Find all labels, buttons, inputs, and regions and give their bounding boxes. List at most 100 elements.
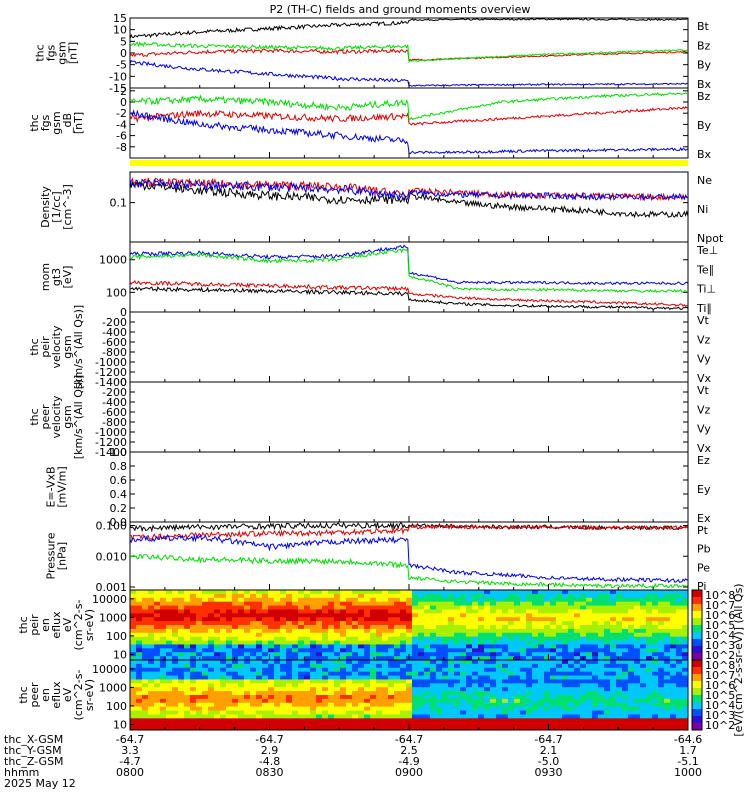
spectrogram-cell — [328, 601, 335, 607]
spectrogram-cell — [448, 660, 455, 665]
spectrogram-cell — [262, 656, 269, 660]
spectrogram-cell — [616, 691, 623, 696]
legend-entry: Te⊥ — [696, 244, 718, 257]
series-line-By — [129, 92, 689, 121]
spectrogram-cell — [634, 718, 641, 723]
spectrogram-cell — [340, 593, 347, 599]
spectrogram-cell — [370, 644, 377, 649]
spectrogram-cell — [664, 706, 671, 712]
spectrogram-cell — [154, 718, 161, 723]
spectrogram-cell — [460, 667, 467, 673]
spectrogram-cell — [454, 722, 461, 727]
spectrogram-cell — [178, 640, 185, 645]
colorbar-tick-label: 10^7 — [705, 669, 735, 682]
spectrogram-cell — [598, 644, 605, 649]
spectrogram-cell — [532, 636, 539, 642]
spectrogram-cell — [664, 597, 671, 603]
spectrogram-cell — [250, 714, 257, 719]
spectrogram-cell — [274, 636, 281, 642]
spectrogram-cell — [322, 601, 329, 607]
spectrogram-cell — [448, 617, 455, 622]
spectrogram-cell — [592, 644, 599, 649]
spectrogram-cell — [502, 617, 509, 622]
spectrogram-cell — [670, 644, 677, 649]
spectrogram-cell — [220, 722, 227, 727]
spectrogram-cell — [424, 698, 431, 704]
spectrogram-cell — [370, 656, 377, 660]
spectrogram-cell — [502, 675, 509, 680]
spectrogram-cell — [160, 601, 167, 607]
spectrogram-cell — [574, 593, 581, 599]
spectrogram-cell — [364, 726, 371, 730]
spectrogram-cell — [274, 667, 281, 673]
spectrogram-cell — [610, 683, 617, 688]
colorbar: 10^810^710^610^510^410^310^2 — [691, 659, 735, 732]
spectrogram-cell — [160, 683, 167, 688]
spectrogram-cell — [304, 667, 311, 673]
spectrogram-cell — [430, 656, 437, 660]
spectrogram-cell — [616, 718, 623, 723]
spectrogram-cell — [406, 644, 413, 649]
spectrogram-cell — [334, 710, 341, 715]
spectrogram-cell — [376, 726, 383, 730]
spectrogram-cell — [574, 667, 581, 673]
spectrogram-cell — [496, 640, 503, 645]
spectrogram-cell — [544, 621, 551, 626]
spectrogram-cell — [532, 593, 539, 599]
spectrogram-cell — [232, 710, 239, 715]
spectrogram-cell — [154, 687, 161, 692]
spectrogram-cell — [352, 636, 359, 642]
spectrogram-cell — [322, 667, 329, 673]
spectrogram-cell — [622, 675, 629, 680]
spectrogram-cell — [346, 710, 353, 715]
spectrogram-cell — [136, 644, 143, 649]
spectrogram-cell — [496, 687, 503, 692]
spectrogram-cell — [610, 714, 617, 719]
spectrogram-cell — [568, 632, 575, 638]
ylabel-line: E=-VxB — [45, 466, 58, 507]
spectrogram-cell — [664, 593, 671, 599]
spectrogram-cell — [490, 601, 497, 607]
spectrogram-cell — [220, 679, 227, 684]
spectrogram-cell — [130, 695, 137, 700]
spectrogram-cell — [460, 702, 467, 708]
spectrogram-cell — [280, 691, 287, 696]
spectrogram-cell — [544, 710, 551, 715]
ytick-label: -4 — [116, 118, 127, 131]
spectrogram-cell — [268, 660, 275, 665]
spectrogram-cell — [670, 714, 677, 719]
spectrogram-cell — [172, 621, 179, 626]
spectrogram-cell — [538, 691, 545, 696]
spectrogram-cell — [502, 663, 509, 669]
spectrogram-cell — [550, 687, 557, 692]
spectrogram-cell — [304, 722, 311, 727]
spectrogram-cell — [478, 617, 485, 622]
spectrogram-cell — [268, 609, 275, 614]
spectrogram-cell — [238, 714, 245, 719]
footer-value: 3.3 — [121, 744, 139, 757]
spectrogram-cell — [298, 667, 305, 673]
spectrogram-cell — [280, 640, 287, 645]
spectrogram-cell — [496, 605, 503, 610]
spectrogram-cell — [286, 652, 293, 657]
ylabel-line: peer — [39, 404, 52, 430]
spectrogram-cell — [178, 675, 185, 680]
spectrogram-cell — [424, 706, 431, 712]
spectrogram-cell — [598, 698, 605, 704]
spectrogram-cell — [682, 636, 688, 642]
spectrogram-cell — [478, 648, 485, 653]
spectrogram-cell — [634, 695, 641, 700]
spectrogram-cell — [640, 706, 647, 712]
spectrogram-cell — [556, 679, 563, 684]
spectrogram-cell — [292, 609, 299, 614]
spectrogram-cell — [166, 722, 173, 727]
spectrogram-cell — [418, 718, 425, 723]
spectrogram-cell — [532, 605, 539, 610]
spectrogram-cell — [610, 632, 617, 638]
panel-peir_spectrogram: thcpeirenefluxeV(cm^2-s-sr-eV)10^810^710… — [17, 583, 745, 736]
spectrogram-cell — [142, 722, 149, 727]
spectrogram-cell — [328, 636, 335, 642]
spectrogram-cell — [310, 679, 317, 684]
spectrogram-cell — [256, 601, 263, 607]
footer-value: -64.7 — [255, 733, 283, 746]
